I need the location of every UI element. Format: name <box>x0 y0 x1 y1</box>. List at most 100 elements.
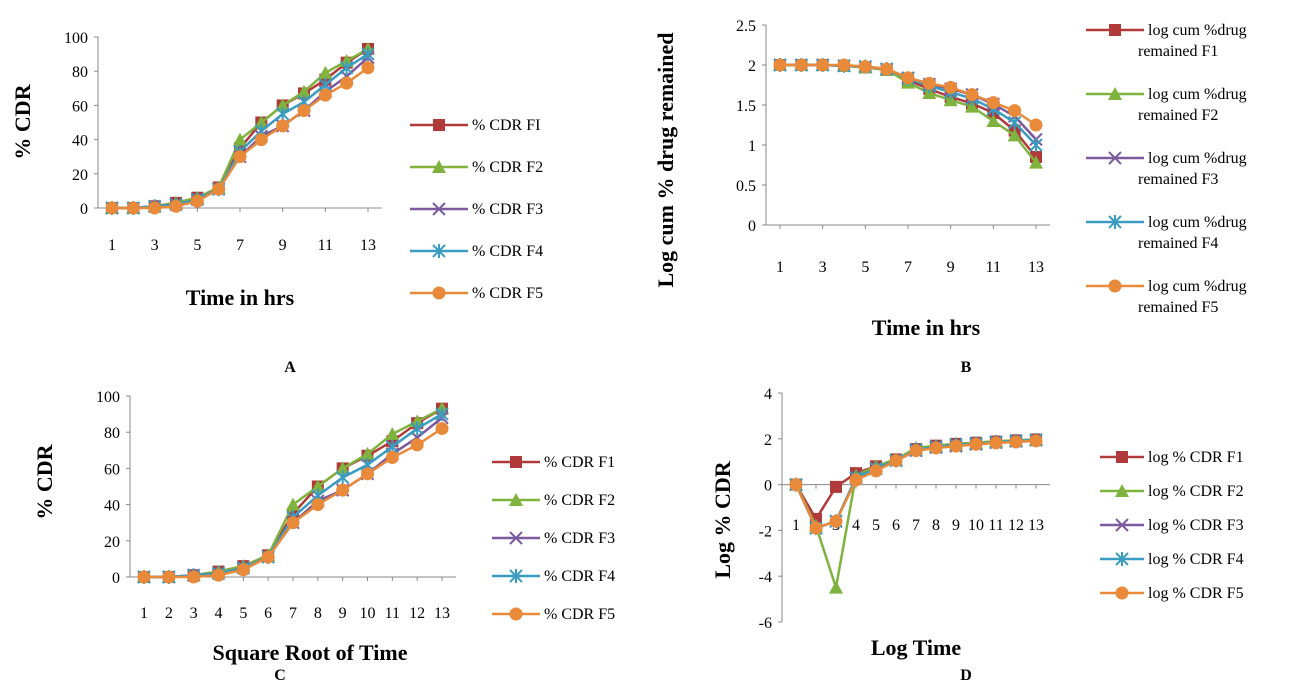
y-tick-label: 60 <box>104 461 120 478</box>
x-tick-label: 6 <box>892 517 900 534</box>
y-tick-label: 20 <box>104 534 120 551</box>
legend-marker <box>1108 151 1122 165</box>
x-tick-label: 7 <box>236 237 244 254</box>
y-tick-label: 40 <box>72 133 88 150</box>
x-tick-label: 1 <box>140 605 148 622</box>
x-tick-label: 13 <box>1028 517 1044 534</box>
legend-marker <box>433 119 445 131</box>
data-point-s5 <box>816 58 830 72</box>
x-tick-label: 8 <box>932 517 940 534</box>
data-point-s5 <box>286 516 300 530</box>
data-point-s5 <box>137 570 151 584</box>
data-point-s5 <box>1008 104 1022 118</box>
data-point-s5 <box>809 521 823 535</box>
data-point-s5 <box>340 76 354 90</box>
data-point-s5 <box>311 498 325 512</box>
legend-label: % CDR F1 <box>544 454 615 471</box>
data-point-s4 <box>339 60 354 75</box>
legend-label-line: log cum %drug <box>1148 214 1247 231</box>
legend-label: % CDR F4 <box>472 243 543 260</box>
data-point-s2 <box>286 497 300 511</box>
data-point-s5 <box>889 454 903 468</box>
legend-label: % CDR F5 <box>472 285 543 302</box>
x-tick-label: 8 <box>314 605 322 622</box>
x-axis-title: Time in hrs <box>186 285 295 310</box>
y-tick-label: 0 <box>748 218 756 235</box>
legend-marker <box>1115 518 1129 532</box>
legend-label-line: log cum %drug <box>1148 22 1247 39</box>
legend-label-line: log cum %drug <box>1148 86 1247 103</box>
data-point-s5 <box>162 570 176 584</box>
data-point-s5 <box>773 58 787 72</box>
x-tick-label: 5 <box>861 259 869 276</box>
x-tick-label: 11 <box>986 259 1001 276</box>
legend-marker <box>432 202 446 216</box>
legend-marker <box>1108 279 1122 293</box>
legend-label: % CDR FI <box>472 117 540 134</box>
data-point-s5 <box>909 444 923 458</box>
data-point-s5 <box>297 104 311 118</box>
legend-marker <box>432 244 446 258</box>
y-tick-label: 1 <box>748 138 756 155</box>
legend-label-line: log cum %drug <box>1148 278 1247 295</box>
legend-marker <box>1108 87 1122 100</box>
data-point-s5 <box>901 71 915 85</box>
x-tick-label: 3 <box>819 259 827 276</box>
legend-marker <box>509 569 523 583</box>
legend-marker <box>432 160 446 173</box>
data-point-s4 <box>275 106 290 121</box>
y-axis-title: % CDR <box>10 83 35 159</box>
legend-label: log % CDR F5 <box>1148 585 1244 602</box>
panel-label: B <box>961 359 972 376</box>
data-point-s5 <box>318 88 332 102</box>
x-tick-label: 3 <box>151 237 159 254</box>
data-point-s2 <box>965 99 979 113</box>
data-point-s2 <box>233 132 247 146</box>
legend-marker <box>509 493 523 506</box>
legend-label-line: log cum %drug <box>1148 150 1247 167</box>
y-tick-label: 2 <box>748 58 756 75</box>
y-tick-label: 0.5 <box>736 178 756 195</box>
data-point-s2 <box>254 115 269 129</box>
data-point-s4 <box>1029 138 1043 152</box>
x-tick-label: 13 <box>434 605 450 622</box>
y-axis-title: % CDR <box>32 443 57 519</box>
legend-label: log % CDR F2 <box>1148 483 1244 500</box>
data-point-s5 <box>435 422 449 436</box>
legend-marker <box>1108 215 1122 229</box>
x-tick-label: 11 <box>318 237 333 254</box>
legend-label: % CDR F3 <box>544 530 615 547</box>
data-point-s5 <box>187 570 201 584</box>
data-point-s2 <box>1007 128 1022 142</box>
data-point-s5 <box>869 464 883 478</box>
data-point-s2 <box>986 114 1001 127</box>
series-line-1 <box>144 407 443 579</box>
x-tick-label: 4 <box>852 517 860 534</box>
data-point-s5 <box>276 119 290 133</box>
legend-label-line: remained F3 <box>1138 171 1218 188</box>
legend-label: % CDR F5 <box>544 606 615 623</box>
data-point-s5 <box>1029 118 1043 132</box>
legend-label: log % CDR F3 <box>1148 517 1244 534</box>
x-tick-label: 13 <box>360 237 376 254</box>
data-point-s5 <box>837 58 851 72</box>
x-axis-title: Square Root of Time <box>213 640 408 665</box>
data-point-s4 <box>1007 115 1022 130</box>
legend-label: log cum %drug remained F5 <box>1138 278 1247 316</box>
y-tick-label: 80 <box>104 425 120 442</box>
legend-label-line: remained F1 <box>1138 43 1218 60</box>
y-tick-label: 2.5 <box>736 18 756 35</box>
y-tick-label: 0 <box>112 570 120 587</box>
y-axis-title: Log cum % drug remained <box>653 32 678 287</box>
y-tick-label: 0 <box>80 201 88 218</box>
legend-label: log cum %drug remained F1 <box>1138 22 1247 60</box>
data-point-s5 <box>1009 435 1023 449</box>
data-point-s5 <box>236 563 250 577</box>
y-tick-label: 80 <box>72 64 88 81</box>
legend-label: % CDR F3 <box>472 201 543 218</box>
legend-label: % CDR F2 <box>544 492 615 509</box>
x-tick-label: 9 <box>279 237 287 254</box>
legend-marker <box>509 531 523 545</box>
legend-label: log cum %drug remained F2 <box>1138 86 1247 124</box>
